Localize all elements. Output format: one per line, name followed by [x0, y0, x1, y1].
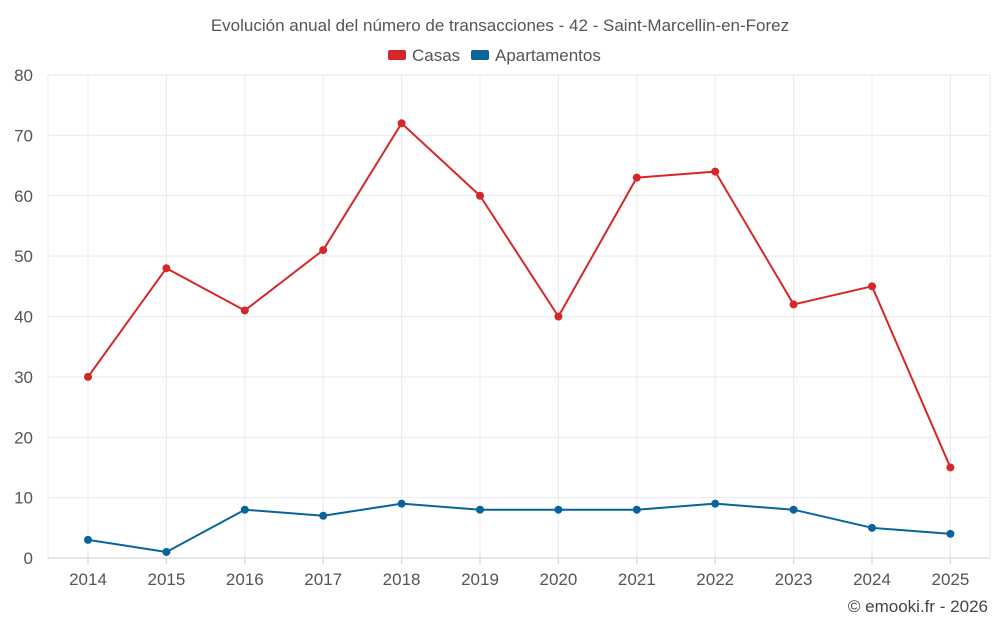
y-tick-label: 70: [14, 126, 33, 145]
data-point-casas[interactable]: [868, 282, 876, 291]
y-tick-label: 80: [14, 66, 33, 85]
data-point-apartamentos[interactable]: [868, 523, 876, 532]
data-point-apartamentos[interactable]: [397, 499, 406, 508]
y-tick-label: 0: [24, 549, 33, 568]
data-point-apartamentos[interactable]: [319, 511, 328, 520]
x-tick-label: 2021: [618, 570, 656, 589]
data-point-casas[interactable]: [319, 246, 328, 255]
data-point-casas[interactable]: [240, 306, 249, 315]
data-point-casas[interactable]: [476, 191, 484, 200]
data-point-apartamentos[interactable]: [789, 505, 798, 514]
x-tick-label: 2020: [539, 570, 577, 589]
data-point-apartamentos[interactable]: [84, 535, 92, 544]
data-point-casas[interactable]: [84, 372, 92, 381]
legend-label: Apartamentos: [495, 46, 601, 65]
data-point-apartamentos[interactable]: [946, 529, 955, 538]
data-point-casas[interactable]: [162, 264, 171, 273]
credit-text: © emooki.fr - 2026: [847, 597, 988, 616]
x-tick-label: 2015: [147, 570, 185, 589]
y-tick-label: 30: [14, 368, 33, 387]
data-point-casas[interactable]: [397, 119, 406, 128]
x-tick-label: 2017: [304, 570, 342, 589]
x-tick-label: 2023: [775, 570, 813, 589]
series-casas: [84, 119, 955, 472]
data-point-apartamentos[interactable]: [632, 505, 641, 514]
data-point-casas[interactable]: [711, 167, 720, 176]
data-point-apartamentos[interactable]: [476, 505, 484, 514]
gridlines: [47, 74, 991, 558]
data-point-apartamentos[interactable]: [711, 499, 720, 508]
series-layer: [84, 119, 955, 556]
y-axis: 0 10 20 30 40 50 60 70 80: [14, 66, 33, 568]
series-line-apartamentos: [87, 502, 951, 553]
x-tick-label: 2018: [383, 570, 421, 589]
data-point-apartamentos[interactable]: [162, 547, 171, 556]
chart-title: Evolución anual del número de transaccio…: [211, 16, 789, 35]
x-tick-label: 2014: [69, 570, 107, 589]
x-tick-label: 2022: [696, 570, 734, 589]
legend-item-apartamentos[interactable]: Apartamentos: [471, 46, 601, 65]
y-tick-label: 10: [14, 489, 33, 508]
y-tick-label: 50: [14, 247, 33, 266]
legend-swatch: [388, 50, 406, 60]
data-point-casas[interactable]: [632, 173, 641, 182]
x-tick-label: 2024: [853, 570, 891, 589]
y-tick-label: 40: [14, 308, 33, 327]
legend-swatch: [471, 50, 489, 60]
x-tick-label: 2025: [931, 570, 969, 589]
data-point-casas[interactable]: [554, 312, 563, 321]
data-point-casas[interactable]: [946, 463, 955, 472]
data-point-apartamentos[interactable]: [240, 505, 249, 514]
data-point-casas[interactable]: [789, 300, 798, 309]
x-tick-label: 2016: [226, 570, 264, 589]
y-tick-label: 20: [14, 428, 33, 447]
x-tick-label: 2019: [461, 570, 499, 589]
series-apartamentos: [84, 499, 955, 556]
series-line-casas: [87, 122, 952, 468]
data-point-apartamentos[interactable]: [554, 505, 563, 514]
x-axis: 2014 2015 2016 2017 2018 2019 2020 2021 2022 2023…: [48, 557, 990, 589]
legend-label: Casas: [412, 46, 460, 65]
legend: Casas Apartamentos: [388, 46, 601, 65]
y-tick-label: 60: [14, 187, 33, 206]
legend-item-casas[interactable]: Casas: [388, 46, 460, 65]
